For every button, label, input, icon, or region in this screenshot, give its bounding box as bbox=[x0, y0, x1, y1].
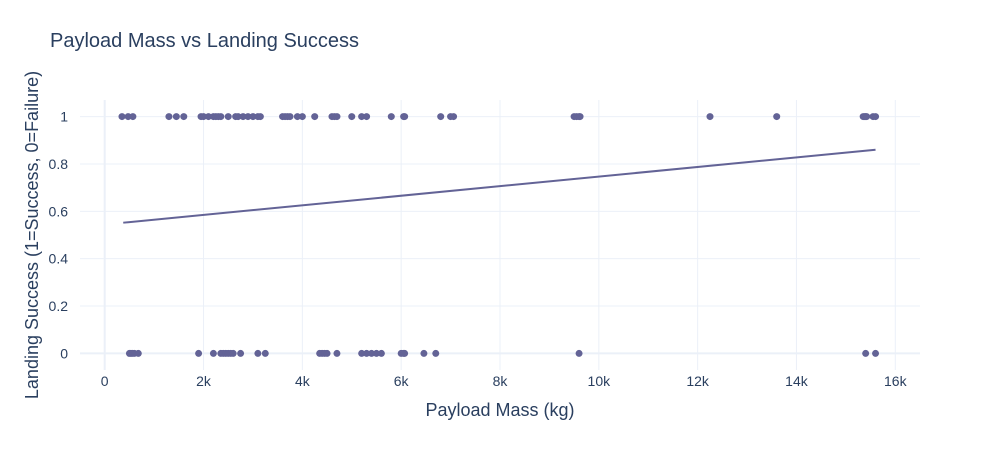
data-point bbox=[363, 349, 371, 357]
data-point bbox=[363, 113, 371, 121]
data-point bbox=[256, 113, 264, 121]
data-point bbox=[118, 113, 126, 121]
data-point bbox=[129, 113, 137, 121]
x-tick-label: 2k bbox=[196, 373, 212, 389]
data-point bbox=[200, 113, 208, 121]
data-point bbox=[286, 113, 294, 121]
data-point bbox=[862, 349, 870, 357]
data-point bbox=[298, 113, 306, 121]
data-point bbox=[358, 113, 366, 121]
y-tick-label: 0.6 bbox=[49, 203, 69, 219]
data-point bbox=[401, 349, 409, 357]
x-tick-label: 16k bbox=[884, 373, 908, 389]
trend-line bbox=[123, 148, 876, 224]
data-point bbox=[195, 349, 203, 357]
data-point bbox=[368, 349, 376, 357]
data-point bbox=[293, 113, 301, 121]
data-point bbox=[450, 113, 458, 121]
data-point bbox=[229, 349, 237, 357]
data-point bbox=[401, 113, 409, 121]
data-point bbox=[165, 113, 173, 121]
x-tick-label: 12k bbox=[686, 373, 710, 389]
data-point bbox=[209, 349, 217, 357]
data-point bbox=[254, 349, 262, 357]
data-point bbox=[311, 113, 319, 121]
x-tick-label: 10k bbox=[588, 373, 612, 389]
x-tick-label: 0 bbox=[101, 373, 109, 389]
x-tick-label: 14k bbox=[785, 373, 809, 389]
y-tick-label: 0 bbox=[60, 345, 68, 361]
y-axis-title: Landing Success (1=Success, 0=Failure) bbox=[22, 71, 42, 399]
data-point bbox=[172, 113, 180, 121]
data-point bbox=[706, 113, 714, 121]
data-point bbox=[237, 349, 245, 357]
data-point bbox=[323, 349, 331, 357]
data-point bbox=[372, 349, 380, 357]
data-point bbox=[244, 113, 252, 121]
y-tick-label: 0.4 bbox=[49, 251, 69, 267]
data-point bbox=[249, 113, 257, 121]
data-point bbox=[437, 113, 445, 121]
data-point bbox=[333, 113, 341, 121]
data-point bbox=[224, 113, 232, 121]
data-point bbox=[387, 113, 395, 121]
data-point bbox=[420, 349, 428, 357]
y-tick-label: 0.2 bbox=[49, 298, 69, 314]
data-point bbox=[348, 113, 356, 121]
data-point bbox=[872, 113, 880, 121]
data-point bbox=[863, 113, 871, 121]
data-point bbox=[180, 113, 188, 121]
data-point bbox=[204, 113, 212, 121]
data-point bbox=[234, 113, 242, 121]
x-tick-label: 8k bbox=[493, 373, 509, 389]
x-tick-label: 6k bbox=[394, 373, 410, 389]
data-point bbox=[333, 349, 341, 357]
y-tick-label: 0.8 bbox=[49, 156, 69, 172]
data-point bbox=[358, 349, 366, 357]
data-point bbox=[773, 113, 781, 121]
data-point bbox=[432, 349, 440, 357]
data-point bbox=[377, 349, 385, 357]
data-point bbox=[872, 349, 880, 357]
y-tick-label: 1 bbox=[60, 109, 68, 125]
data-point bbox=[134, 349, 142, 357]
x-tick-label: 4k bbox=[295, 373, 311, 389]
data-point bbox=[261, 349, 269, 357]
data-point bbox=[576, 113, 584, 121]
data-point bbox=[239, 113, 247, 121]
data-point bbox=[575, 349, 583, 357]
x-axis-title: Payload Mass (kg) bbox=[425, 400, 574, 420]
chart-title: Payload Mass vs Landing Success bbox=[50, 30, 360, 52]
data-point bbox=[217, 113, 225, 121]
